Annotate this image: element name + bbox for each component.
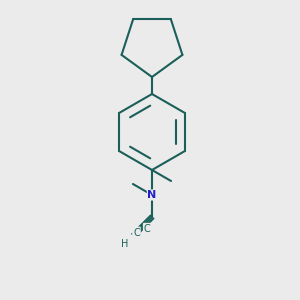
Text: C: C — [133, 228, 140, 238]
Text: C: C — [144, 224, 151, 234]
Text: N: N — [147, 190, 157, 200]
Text: H: H — [122, 239, 129, 249]
